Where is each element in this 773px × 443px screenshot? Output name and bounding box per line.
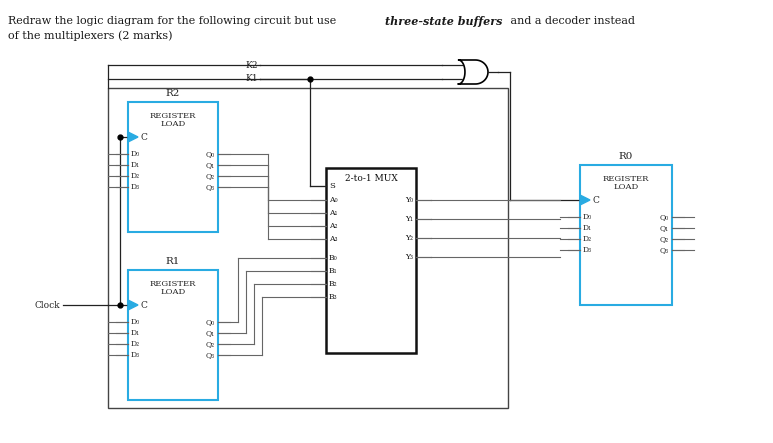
Text: C: C — [593, 195, 600, 205]
Text: B₁: B₁ — [329, 267, 338, 275]
Text: S: S — [329, 182, 335, 190]
Text: K2: K2 — [246, 61, 258, 70]
Text: Q₃: Q₃ — [660, 246, 669, 254]
Text: Q₁: Q₁ — [206, 329, 215, 337]
Text: REGISTER: REGISTER — [150, 112, 196, 120]
Text: LOAD: LOAD — [613, 183, 638, 191]
Text: R1: R1 — [166, 257, 180, 266]
Text: Y₁: Y₁ — [405, 215, 413, 223]
Text: A₀: A₀ — [329, 196, 338, 204]
Text: D₁: D₁ — [131, 161, 140, 169]
Bar — [128, 102, 218, 232]
Text: D₀: D₀ — [131, 150, 140, 158]
Text: Redraw the logic diagram for the following circuit but use: Redraw the logic diagram for the followi… — [8, 16, 340, 26]
Text: Q₀: Q₀ — [206, 318, 215, 326]
Text: 2-to-1 MUX: 2-to-1 MUX — [345, 174, 397, 183]
Text: D₀: D₀ — [583, 213, 592, 221]
Text: and a decoder instead: and a decoder instead — [507, 16, 635, 26]
Text: R0: R0 — [619, 152, 633, 161]
Text: Q₂: Q₂ — [206, 172, 215, 180]
Text: B₂: B₂ — [329, 280, 338, 288]
Text: Y₂: Y₂ — [405, 234, 413, 242]
Text: Q₃: Q₃ — [206, 183, 215, 191]
Text: D₃: D₃ — [131, 351, 140, 359]
Text: Y₃: Y₃ — [405, 253, 413, 261]
Text: Q₀: Q₀ — [206, 150, 215, 158]
Text: Q₂: Q₂ — [660, 235, 669, 243]
Polygon shape — [458, 60, 488, 84]
Polygon shape — [128, 300, 138, 310]
Text: Q₁: Q₁ — [660, 224, 669, 232]
Text: D₂: D₂ — [583, 235, 592, 243]
Text: Q₃: Q₃ — [206, 351, 215, 359]
Text: B₃: B₃ — [329, 293, 338, 301]
Text: D₃: D₃ — [583, 246, 592, 254]
Polygon shape — [580, 195, 590, 205]
Bar — [580, 165, 672, 305]
Text: three-state buffers: three-state buffers — [385, 16, 502, 27]
Text: of the multiplexers (2 marks): of the multiplexers (2 marks) — [8, 30, 172, 41]
Text: Y₀: Y₀ — [405, 196, 413, 204]
Text: Q₂: Q₂ — [206, 340, 215, 348]
Text: D₀: D₀ — [131, 318, 140, 326]
Text: A₂: A₂ — [329, 222, 338, 230]
Text: D₃: D₃ — [131, 183, 140, 191]
Text: D₂: D₂ — [131, 172, 140, 180]
Text: LOAD: LOAD — [160, 288, 186, 296]
Text: B₀: B₀ — [329, 254, 338, 262]
Bar — [326, 168, 416, 353]
Text: A₃: A₃ — [329, 235, 338, 243]
Text: Clock: Clock — [34, 300, 60, 310]
Text: REGISTER: REGISTER — [603, 175, 649, 183]
Text: C: C — [141, 132, 148, 141]
Text: Q₁: Q₁ — [206, 161, 215, 169]
Text: A₁: A₁ — [329, 209, 338, 217]
Polygon shape — [128, 132, 138, 142]
Text: REGISTER: REGISTER — [150, 280, 196, 288]
Bar — [128, 270, 218, 400]
Text: D₂: D₂ — [131, 340, 140, 348]
Text: C: C — [141, 300, 148, 310]
Text: Q₀: Q₀ — [659, 213, 669, 221]
Text: K1: K1 — [245, 74, 258, 83]
Text: D₁: D₁ — [131, 329, 140, 337]
Text: LOAD: LOAD — [160, 120, 186, 128]
Text: D₁: D₁ — [583, 224, 592, 232]
Bar — [108, 88, 508, 408]
Text: R2: R2 — [166, 89, 180, 98]
